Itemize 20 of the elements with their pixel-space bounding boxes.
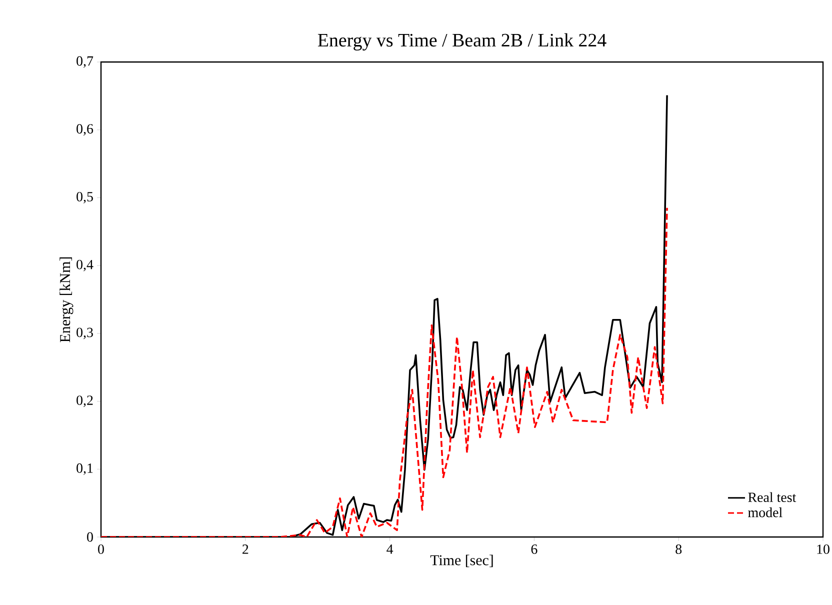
x-tick-label: 8 [676, 544, 682, 554]
y-tick-label: 0,6 [76, 124, 94, 136]
legend-label: Real test [748, 492, 796, 502]
y-tick-label: 0,7 [76, 56, 94, 68]
y-tick-label: 0,1 [76, 463, 93, 475]
y-tick-label: 0,5 [76, 192, 93, 204]
x-tick-label: 4 [386, 544, 394, 554]
x-axis-title: Time [sec] [430, 554, 493, 568]
x-tick-label: 6 [531, 544, 538, 554]
y-axis-title: Energy [kNm] [60, 257, 74, 342]
y-tick-label: 0,3 [76, 328, 93, 340]
legend-label: model [748, 507, 782, 518]
x-tick-label: 0 [98, 544, 104, 554]
x-tick-label: 2 [242, 544, 248, 554]
y-tick-label: 0 [87, 532, 93, 542]
line-series [101, 206, 668, 537]
y-tick-label: 0,2 [76, 396, 93, 407]
x-tick-label: 10 [817, 544, 830, 554]
chart-title: Energy vs Time / Beam 2B / Link 224 [318, 33, 606, 50]
y-tick-label: 0,4 [76, 260, 94, 272]
